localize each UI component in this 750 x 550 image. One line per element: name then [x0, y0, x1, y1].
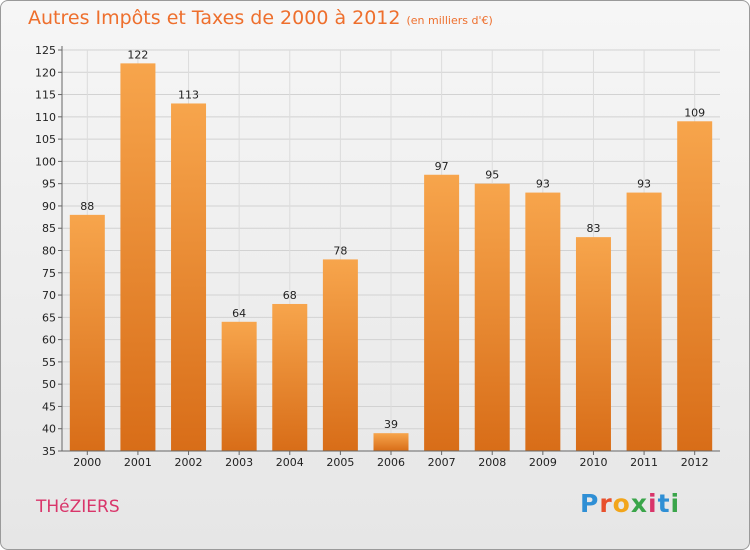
bar [322, 259, 358, 451]
bar [525, 192, 561, 452]
bar [677, 121, 713, 452]
bar [575, 237, 611, 451]
y-tick-label: 65 [42, 311, 56, 324]
data-label: 39 [384, 418, 398, 431]
y-tick-label: 115 [35, 89, 56, 102]
bar [424, 174, 460, 451]
data-label: 93 [536, 178, 550, 191]
chart-title: Autres Impôts et Taxes de 2000 à 2012 (en… [28, 7, 493, 29]
x-tick-label: 2000 [73, 456, 101, 469]
x-tick-label: 2001 [124, 456, 152, 469]
data-label: 68 [283, 289, 297, 302]
title-text: Autres Impôts et Taxes de 2000 à 2012 [28, 7, 401, 29]
data-label: 64 [232, 307, 246, 320]
commune-name: THéZIERS [36, 497, 120, 517]
grid-lines [62, 49, 720, 452]
data-label: 93 [637, 178, 651, 191]
bar [373, 433, 409, 451]
data-label: 83 [586, 222, 600, 235]
y-tick-label: 125 [35, 44, 56, 57]
x-tick-label: 2007 [428, 456, 456, 469]
x-tick-label: 2003 [225, 456, 253, 469]
x-tick-label: 2010 [579, 456, 607, 469]
bar [171, 103, 207, 451]
bar [221, 321, 257, 451]
x-tick-label: 2006 [377, 456, 405, 469]
y-tick-label: 110 [35, 111, 56, 124]
y-tick-label: 75 [42, 267, 56, 280]
y-tick-label: 70 [42, 289, 56, 302]
x-tick-label: 2012 [681, 456, 709, 469]
bar [120, 63, 156, 451]
data-label: 78 [333, 244, 347, 257]
logo-letter: i [648, 489, 658, 518]
y-tick-label: 45 [42, 400, 56, 413]
data-label: 97 [435, 160, 449, 173]
unit-text: (en milliers d'€) [406, 14, 493, 27]
x-tick-label: 2009 [529, 456, 557, 469]
data-label: 122 [127, 48, 148, 61]
x-tick-label: 2005 [326, 456, 354, 469]
logo-letter: P [580, 489, 600, 518]
y-tick-label: 90 [42, 200, 56, 213]
data-label: 113 [178, 88, 199, 101]
y-tick-label: 50 [42, 378, 56, 391]
y-tick-label: 85 [42, 222, 56, 235]
logo-letter: r [599, 489, 613, 518]
bar [474, 183, 510, 451]
logo-letter: t [657, 489, 671, 518]
y-tick-label: 80 [42, 245, 56, 258]
bar [626, 192, 662, 452]
x-tick-label: 2004 [276, 456, 304, 469]
y-tick-label: 40 [42, 423, 56, 436]
logo-letter: o [612, 489, 631, 518]
logo-letter: x [630, 489, 648, 518]
logo-letter: i [670, 489, 681, 518]
bar [69, 214, 105, 451]
data-label: 88 [80, 200, 94, 213]
y-tick-label: 35 [42, 445, 56, 458]
axes: 35 40 45 50 55 60 65 70 75 80 85 90 95 100 105 110 115 12… [35, 44, 720, 469]
data-label: 95 [485, 169, 499, 182]
x-tick-label: 2002 [175, 456, 203, 469]
proxiti-logo: Proxiti [580, 489, 680, 518]
bars: 88 122 113 64 68 78 39 97 95 93 83 93 109 [69, 48, 713, 452]
y-tick-label: 100 [35, 155, 56, 168]
bar [272, 303, 308, 451]
y-tick-label: 95 [42, 178, 56, 191]
x-tick-label: 2008 [478, 456, 506, 469]
y-tick-label: 120 [35, 66, 56, 79]
y-tick-label: 55 [42, 356, 56, 369]
x-tick-label: 2011 [630, 456, 658, 469]
y-tick-label: 105 [35, 133, 56, 146]
y-tick-label: 60 [42, 334, 56, 347]
data-label: 109 [684, 106, 705, 119]
